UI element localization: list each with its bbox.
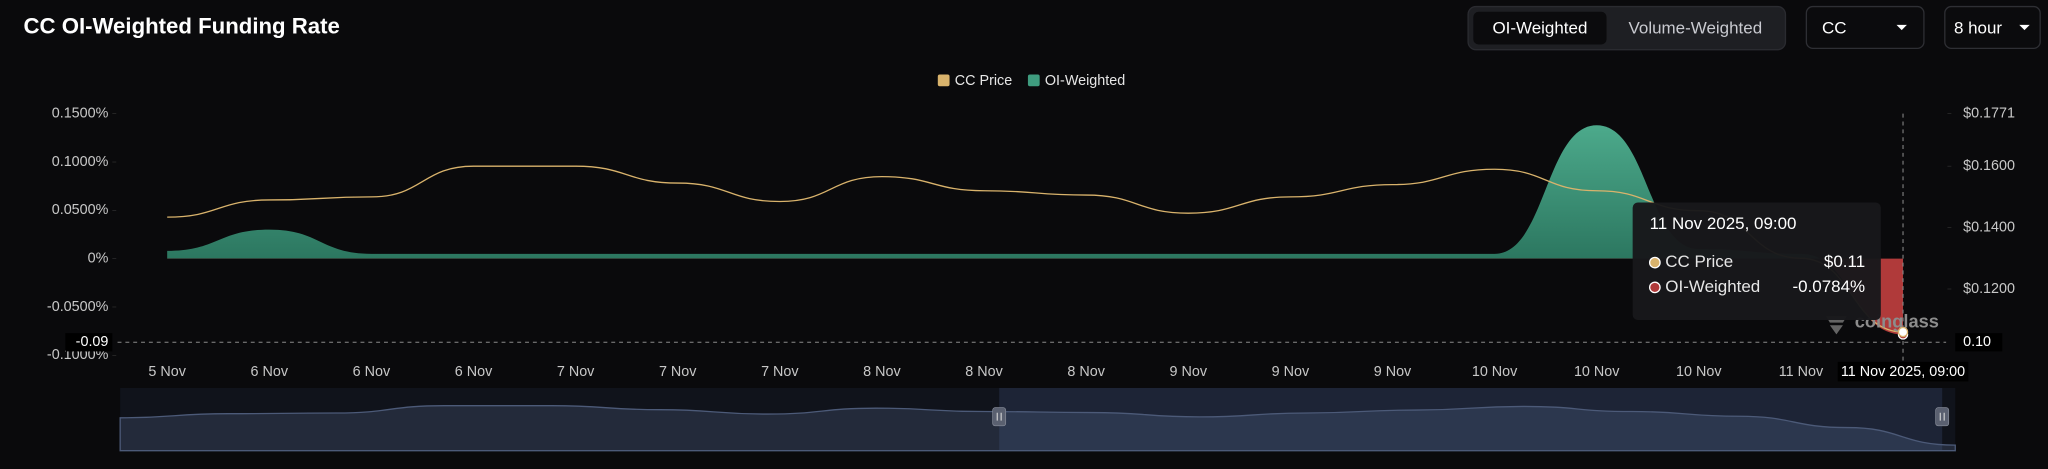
y2-tick-label: $0.1771 (1963, 105, 2015, 121)
y2-tick-label: $0.1600 (1963, 158, 2015, 174)
x-tick-label: 9 Nov (1374, 364, 1412, 380)
dropdown-arrow (2019, 24, 2030, 31)
legend-swatch (937, 74, 950, 87)
x-tick-label: 7 Nov (659, 364, 697, 380)
handle-grip (1939, 412, 1945, 421)
coin-select[interactable] (1805, 5, 1925, 50)
crosshair-label-bg (1955, 333, 2003, 352)
interval-select[interactable] (1944, 5, 2041, 50)
tooltip-bg (1632, 202, 1881, 321)
x-tick-label: 8 Nov (965, 364, 1003, 380)
x-tick-label: 10 Nov (1472, 364, 1518, 380)
x-tick-label: 9 Nov (1170, 364, 1208, 380)
x-tick-label: 8 Nov (1067, 364, 1105, 380)
interval-select-label[interactable]: 8 hour (1954, 18, 2002, 37)
x-tick-label: 6 Nov (455, 364, 493, 380)
tooltip-value: -0.0784% (1793, 277, 1866, 296)
y-tick-label: 0% (88, 250, 109, 266)
dropdown-arrow (1896, 24, 1907, 31)
x-tick-label: 6 Nov (251, 364, 289, 380)
tooltip-title: 11 Nov 2025, 09:00 (1650, 214, 1797, 233)
handle-grip (996, 412, 1002, 421)
toggle-button[interactable]: Volume-Weighted (1629, 18, 1763, 37)
price-line (167, 165, 1904, 333)
x-tick-label: 7 Nov (761, 364, 799, 380)
navigator-handle[interactable] (1935, 407, 1950, 427)
x-tick-label: 8 Nov (863, 364, 901, 380)
y-tick-label: -0.0500% (47, 299, 109, 315)
toggle-button[interactable]: OI-Weighted (1492, 18, 1587, 37)
crosshair-y-label: -0.09 (76, 334, 109, 350)
funding-area (167, 125, 1904, 335)
x-tick-label: 6 Nov (353, 364, 391, 380)
tooltip-dot (1648, 256, 1661, 269)
legend-swatch (1027, 74, 1040, 87)
y2-tick-label: $0.1200 (1963, 281, 2015, 297)
x-tick-label: 7 Nov (557, 364, 595, 380)
y-tick-label: 0.0500% (52, 202, 109, 218)
x-tick-label: 10 Nov (1574, 364, 1620, 380)
x-tick-label: 9 Nov (1272, 364, 1310, 380)
crosshair-y2-label: 0.10 (1963, 334, 1991, 350)
x-tick-label: 11 Nov (1779, 364, 1824, 380)
y-tick-label: 0.1500% (52, 105, 109, 121)
watermark-logo (1825, 316, 1847, 335)
navigator-selection (999, 387, 1943, 451)
navigator-line (119, 405, 1956, 452)
coin-select-label[interactable]: CC (1822, 18, 1847, 37)
tooltip-name: CC Price (1665, 252, 1733, 271)
y-tick-label: 0.1000% (52, 154, 109, 170)
x-tick-label: 5 Nov (148, 364, 186, 380)
y2-tick-label: $0.1400 (1963, 219, 2015, 235)
crosshair-label-bg (65, 333, 113, 352)
toggle-active[interactable] (1473, 11, 1607, 45)
chart-title: CC OI-Weighted Funding Rate (24, 13, 340, 38)
crosshair-x-label: 11 Nov 2025, 09:00 (1841, 364, 1965, 380)
navigator-handle[interactable] (992, 407, 1007, 427)
tooltip-dot (1648, 281, 1661, 294)
crosshair-label-bg (1837, 361, 1969, 382)
hover-dot (1897, 326, 1909, 338)
legend-label: OI-Weighted (1045, 73, 1125, 89)
tooltip-name: OI-Weighted (1665, 277, 1760, 296)
legend-label: CC Price (955, 73, 1012, 89)
tooltip-value: $0.11 (1824, 252, 1865, 271)
x-tick-label: 10 Nov (1676, 364, 1722, 380)
